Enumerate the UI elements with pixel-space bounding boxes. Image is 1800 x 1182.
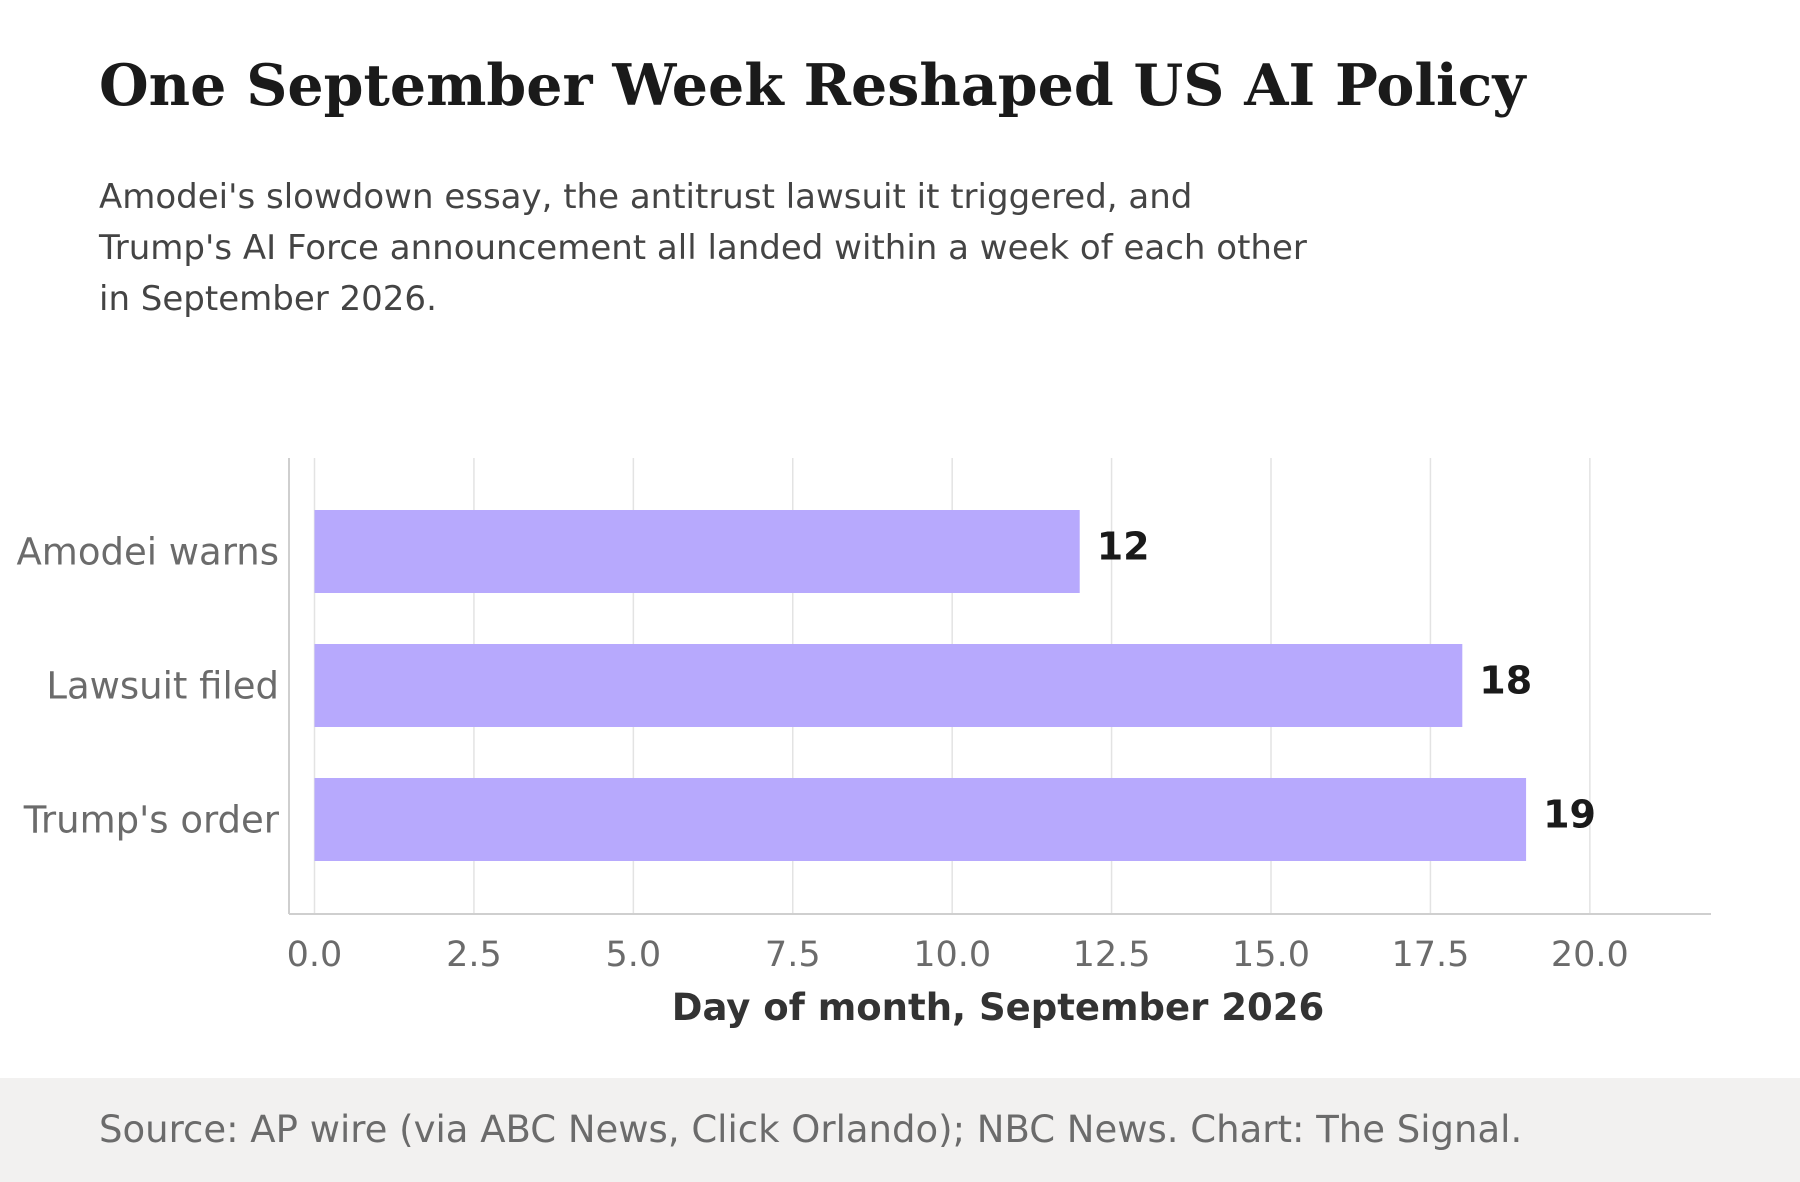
category-label: Trump's order <box>23 799 280 842</box>
bar <box>314 644 1463 727</box>
subtitle-line: in September 2026. <box>99 279 437 319</box>
value-label: 18 <box>1479 659 1532 703</box>
category-label: Amodei warns <box>16 531 279 574</box>
subtitle-line: Amodei's slowdown essay, the antitrust l… <box>99 177 1193 217</box>
chart-title: One September Week Reshaped US AI Policy <box>99 52 1526 119</box>
x-tick-label: 5.0 <box>606 935 662 975</box>
x-axis-title: Day of month, September 2026 <box>672 986 1324 1029</box>
bar <box>314 510 1080 593</box>
x-tick-label: 10.0 <box>913 935 991 975</box>
x-tick-label: 0.0 <box>287 935 343 975</box>
x-tick-label: 20.0 <box>1551 935 1629 975</box>
bars <box>314 510 1527 861</box>
subtitle-line: Trump's AI Force announcement all landed… <box>99 228 1307 268</box>
labels: 0.0 2.5 5.0 7.5 10.0 12.5 15.0 17.5 20.0 Amodei w… <box>16 525 1628 976</box>
chart-subtitle: Amodei's slowdown essay, the antitrust l… <box>99 172 1419 325</box>
x-tick-label: 7.5 <box>765 935 821 975</box>
bar <box>314 778 1527 861</box>
x-tick-label: 2.5 <box>446 935 502 975</box>
x-tick-label: 17.5 <box>1391 935 1469 975</box>
bar-chart: 0.0 2.5 5.0 7.5 10.0 12.5 15.0 17.5 20.0 Amodei w… <box>16 458 1711 1029</box>
x-tick-label: 12.5 <box>1073 935 1151 975</box>
value-label: 12 <box>1097 525 1150 569</box>
x-tick-label: 15.0 <box>1232 935 1310 975</box>
value-label: 19 <box>1543 793 1596 837</box>
category-label: Lawsuit filed <box>46 665 279 708</box>
source-note: Source: AP wire (via ABC News, Click Orl… <box>99 1108 1523 1151</box>
footer: Source: AP wire (via ABC News, Click Orl… <box>0 1078 1800 1182</box>
